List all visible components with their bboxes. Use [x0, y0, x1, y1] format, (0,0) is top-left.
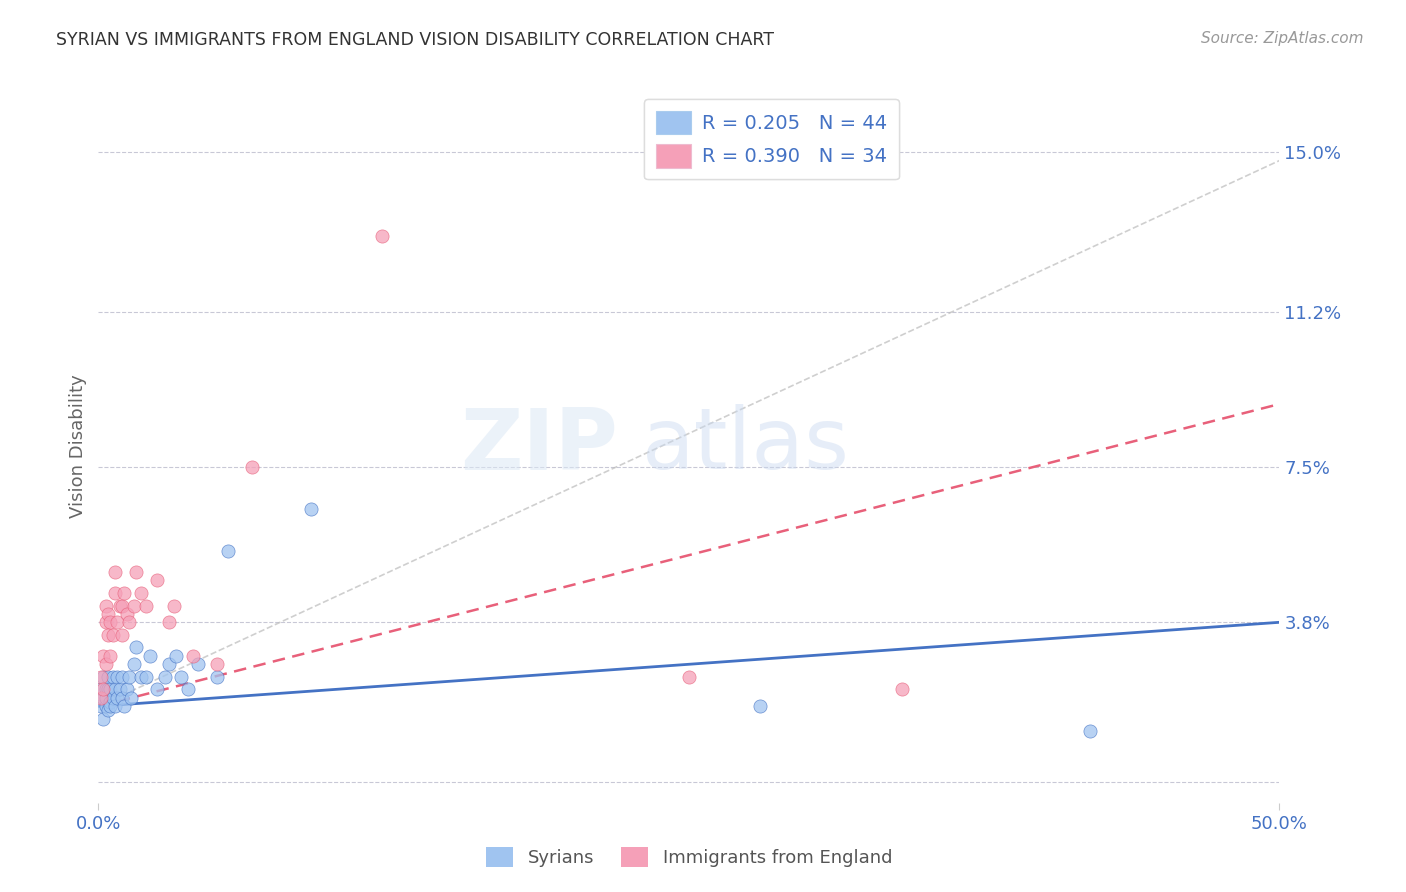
Point — [240, 460, 263, 475]
Point — [94, 599, 117, 613]
Point — [112, 699, 135, 714]
Point — [125, 565, 148, 579]
Point — [90, 690, 112, 705]
Point — [112, 586, 135, 600]
Point — [94, 699, 117, 714]
Point — [371, 229, 394, 244]
Point — [125, 640, 148, 655]
Point — [97, 607, 120, 621]
Point — [108, 599, 131, 613]
Point — [97, 682, 120, 697]
Point — [108, 682, 131, 697]
Point — [177, 682, 200, 697]
Point — [91, 682, 114, 697]
Point — [170, 670, 193, 684]
Point — [139, 648, 162, 663]
Point — [94, 682, 117, 697]
Point — [101, 628, 124, 642]
Text: ZIP: ZIP — [460, 404, 619, 488]
Point — [98, 615, 121, 630]
Point — [91, 712, 114, 726]
Point — [97, 703, 120, 717]
Point — [118, 670, 141, 684]
Point — [122, 599, 145, 613]
Point — [101, 670, 124, 684]
Text: atlas: atlas — [641, 404, 849, 488]
Point — [90, 670, 112, 684]
Point — [111, 599, 134, 613]
Point — [121, 690, 143, 705]
Point — [104, 699, 127, 714]
Point — [91, 670, 114, 684]
Point — [157, 657, 180, 672]
Point — [115, 607, 138, 621]
Point — [105, 670, 128, 684]
Point — [146, 574, 169, 588]
Point — [105, 690, 128, 705]
Point — [94, 657, 117, 672]
Point — [91, 648, 114, 663]
Point — [98, 682, 121, 697]
Point — [118, 615, 141, 630]
Point — [115, 682, 138, 697]
Point — [94, 690, 117, 705]
Point — [101, 690, 124, 705]
Point — [122, 657, 145, 672]
Text: Source: ZipAtlas.com: Source: ZipAtlas.com — [1201, 31, 1364, 46]
Text: SYRIAN VS IMMIGRANTS FROM ENGLAND VISION DISABILITY CORRELATION CHART: SYRIAN VS IMMIGRANTS FROM ENGLAND VISION… — [56, 31, 775, 49]
Point — [94, 615, 117, 630]
Point — [91, 690, 114, 705]
Point — [205, 670, 228, 684]
Point — [157, 615, 180, 630]
Point — [890, 682, 912, 697]
Point — [748, 699, 770, 714]
Point — [98, 699, 121, 714]
Point — [111, 670, 134, 684]
Point — [153, 670, 176, 684]
Point — [111, 690, 134, 705]
Point — [97, 628, 120, 642]
Point — [97, 670, 120, 684]
Point — [165, 648, 187, 663]
Point — [299, 502, 322, 516]
Legend: R = 0.205   N = 44, R = 0.390   N = 34: R = 0.205 N = 44, R = 0.390 N = 34 — [644, 99, 900, 179]
Point — [205, 657, 228, 672]
Point — [678, 670, 700, 684]
Point — [98, 648, 121, 663]
Point — [135, 599, 157, 613]
Legend: Syrians, Immigrants from England: Syrians, Immigrants from England — [478, 839, 900, 874]
Point — [90, 699, 112, 714]
Point — [105, 615, 128, 630]
Point — [98, 695, 121, 709]
Point — [129, 586, 152, 600]
Y-axis label: Vision Disability: Vision Disability — [69, 374, 87, 518]
Point — [163, 599, 186, 613]
Point — [104, 565, 127, 579]
Point — [129, 670, 152, 684]
Point — [104, 682, 127, 697]
Point — [217, 544, 239, 558]
Point — [181, 648, 204, 663]
Point — [187, 657, 209, 672]
Point — [135, 670, 157, 684]
Point — [146, 682, 169, 697]
Point — [90, 682, 112, 697]
Point — [104, 586, 127, 600]
Point — [111, 628, 134, 642]
Point — [1080, 724, 1102, 739]
